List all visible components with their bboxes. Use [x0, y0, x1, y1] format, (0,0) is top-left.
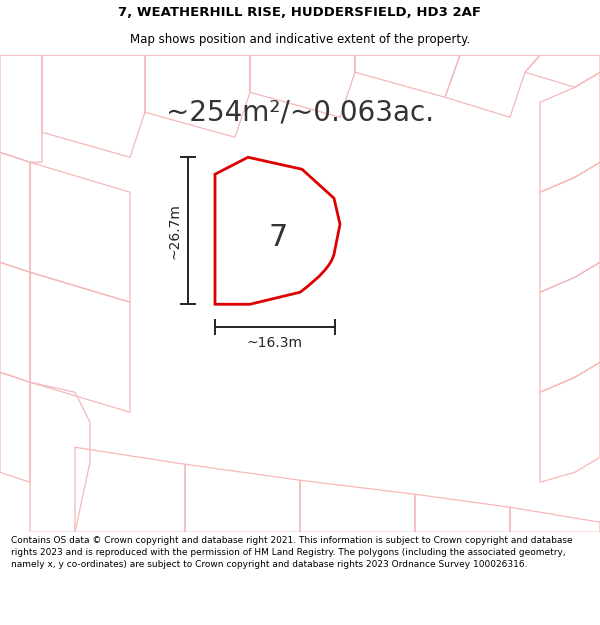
- Text: 7, WEATHERHILL RISE, HUDDERSFIELD, HD3 2AF: 7, WEATHERHILL RISE, HUDDERSFIELD, HD3 2…: [119, 6, 482, 19]
- Text: ~254m²/~0.063ac.: ~254m²/~0.063ac.: [166, 98, 434, 126]
- Text: ~16.3m: ~16.3m: [247, 336, 303, 350]
- Text: 7: 7: [268, 222, 287, 252]
- Text: ~26.7m: ~26.7m: [167, 202, 181, 259]
- PathPatch shape: [215, 158, 340, 304]
- Text: Map shows position and indicative extent of the property.: Map shows position and indicative extent…: [130, 33, 470, 46]
- Text: Contains OS data © Crown copyright and database right 2021. This information is : Contains OS data © Crown copyright and d…: [11, 536, 572, 569]
